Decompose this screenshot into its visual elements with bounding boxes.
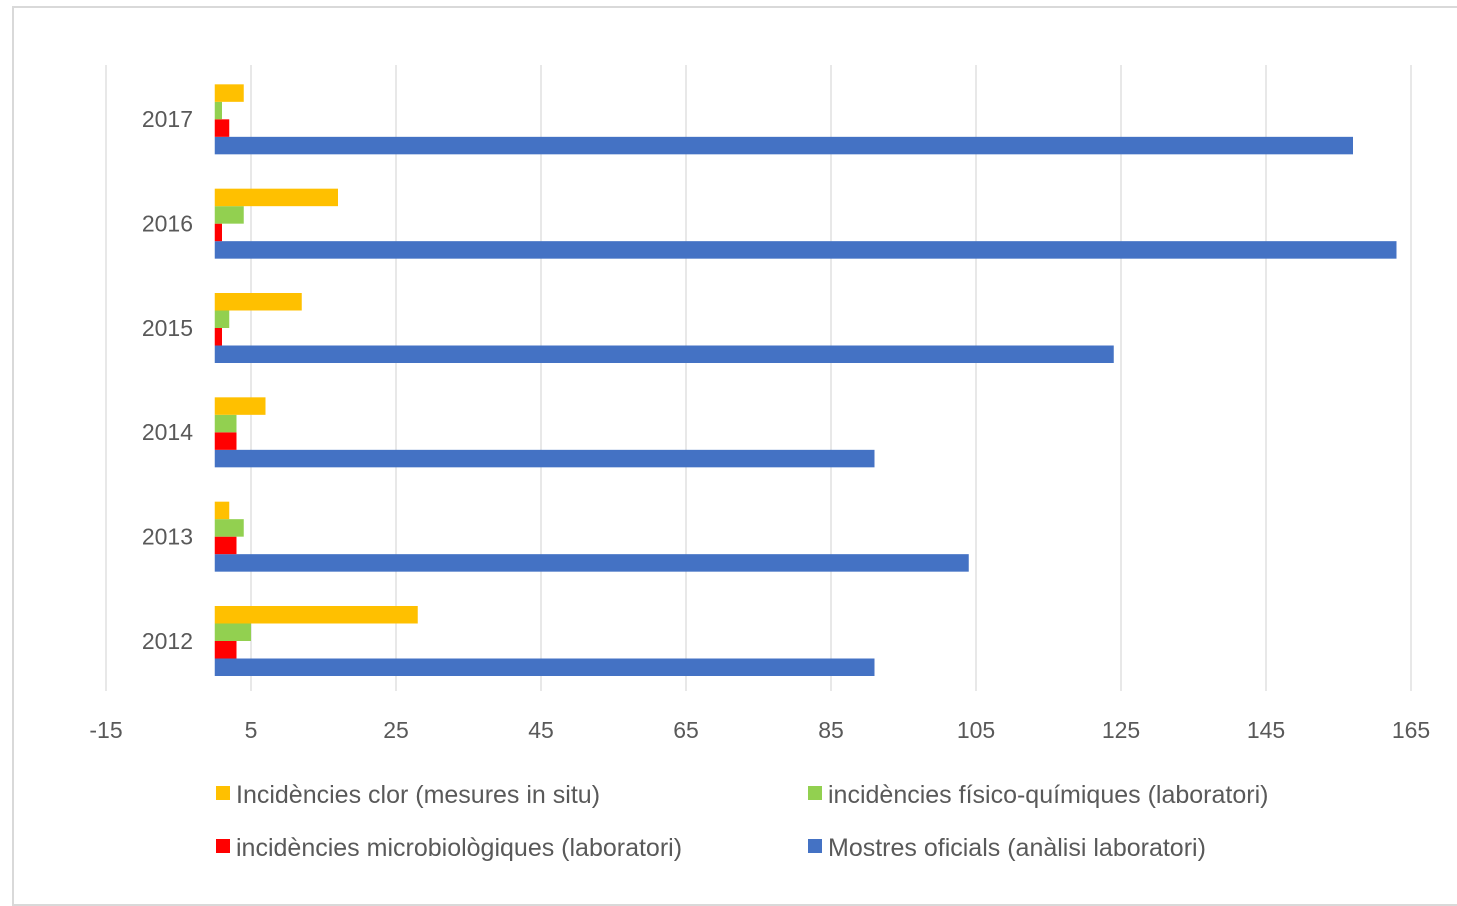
bar-2014-series-2 — [214, 414, 237, 433]
y-tick-label: 2014 — [142, 419, 193, 445]
x-tick-label: 65 — [673, 717, 699, 743]
bar-2016-series-0 — [214, 241, 1397, 259]
bar-2012-series-1 — [214, 641, 237, 659]
legend-label: Incidències clor (mesures in situ) — [236, 781, 600, 809]
legend-swatch — [808, 786, 822, 800]
x-tick-label: 85 — [818, 717, 844, 743]
x-tick-label: 25 — [383, 717, 409, 743]
legend-swatch — [808, 839, 822, 853]
legend-label: incidències microbiològiques (laboratori… — [236, 834, 682, 862]
legend-label: incidències físico-químiques (laboratori… — [828, 781, 1268, 809]
bar-2015-series-0 — [214, 345, 1114, 363]
bar-2016-series-3 — [214, 188, 338, 207]
bar-2012-series-0 — [214, 658, 875, 676]
legend-label: Mostres oficials (anàlisi laboratori) — [828, 834, 1206, 862]
y-tick-labels: 2012 2013 2014 2015 2016 2017 — [142, 106, 193, 654]
y-tick-label: 2017 — [142, 106, 193, 132]
legend-swatch — [216, 839, 230, 853]
bar-2017-series-3 — [214, 84, 244, 102]
legend-swatch — [216, 786, 230, 800]
x-tick-label: 5 — [245, 717, 258, 743]
bar-2017-series-1 — [214, 119, 230, 137]
x-tick-label: 165 — [1392, 717, 1430, 743]
bars — [214, 84, 1397, 676]
bar-2014-series-3 — [214, 397, 266, 415]
bar-2014-series-0 — [214, 449, 875, 468]
bar-2013-series-0 — [214, 554, 969, 572]
bar-2013-series-2 — [214, 519, 244, 537]
legend: Incidències clor (mesures in situ) incidè… — [216, 781, 1268, 862]
x-tick-label: -15 — [89, 717, 122, 743]
y-tick-label: 2015 — [142, 315, 193, 341]
x-tick-label: 45 — [528, 717, 554, 743]
bar-2016-series-2 — [214, 206, 244, 224]
y-tick-label: 2013 — [142, 524, 193, 550]
bar-2017-series-2 — [214, 101, 222, 120]
bar-2012-series-2 — [214, 623, 251, 641]
y-tick-label: 2016 — [142, 211, 193, 237]
x-tick-label: 105 — [957, 717, 995, 743]
bar-2016-series-1 — [214, 223, 222, 242]
bar-2015-series-1 — [214, 328, 222, 346]
bar-2012-series-3 — [214, 606, 418, 624]
y-tick-label: 2012 — [142, 628, 193, 654]
gridlines — [105, 65, 1412, 691]
bar-2013-series-1 — [214, 536, 237, 555]
x-tick-label: 145 — [1247, 717, 1285, 743]
x-tick-labels: -15 5 25 45 65 85 105 125 145 165 — [89, 717, 1430, 743]
bar-2014-series-1 — [214, 432, 237, 450]
bar-2015-series-2 — [214, 310, 230, 328]
bar-2015-series-3 — [214, 293, 302, 311]
x-tick-label: 125 — [1102, 717, 1140, 743]
bar-2017-series-0 — [214, 136, 1353, 155]
bar-2013-series-3 — [214, 501, 230, 520]
